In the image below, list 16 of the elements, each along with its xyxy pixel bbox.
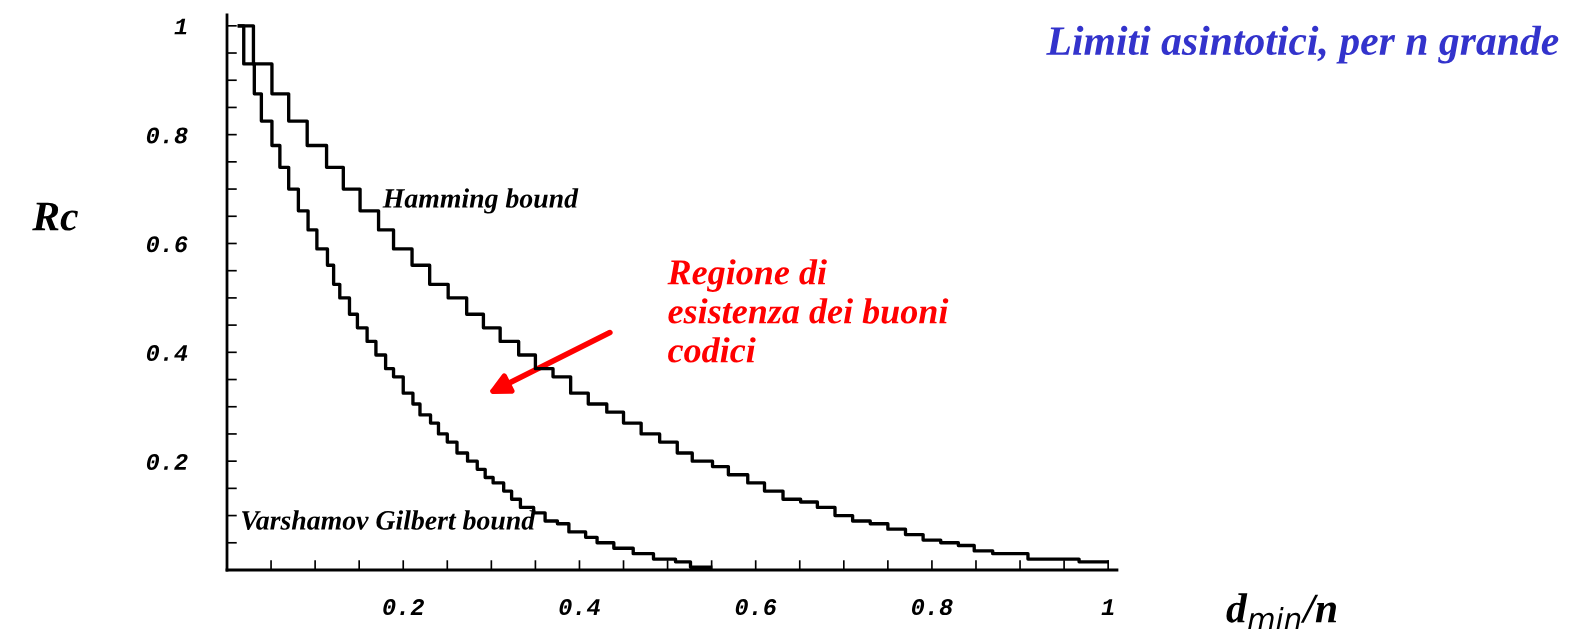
x-tick-label: 1 [1101, 599, 1114, 615]
x-axis-title: d$_{min}$/n [1226, 593, 1337, 630]
x-tick-label: 0.2 [383, 599, 424, 616]
series-label: Varshamov Gilbert bound [241, 510, 536, 530]
x-tick-label: 0.6 [735, 599, 777, 616]
y-axis-title: Rc [32, 202, 78, 231]
annotation: Regione di esistenza dei buoni codici [667, 259, 949, 363]
y-tick-label: 0.6 [146, 236, 188, 253]
x-tick-label: 0.8 [911, 599, 953, 616]
series-label: Hamming bound [382, 188, 579, 214]
y-tick-label: 1 [174, 18, 187, 35]
text: Limiti asintotici, per n grande [1046, 25, 1559, 64]
y-tick-label: 0.4 [146, 345, 188, 362]
y-tick-label: 0.8 [146, 127, 188, 144]
y-tick-label: 0.2 [146, 453, 188, 470]
x-tick-label: 0.4 [559, 599, 600, 616]
